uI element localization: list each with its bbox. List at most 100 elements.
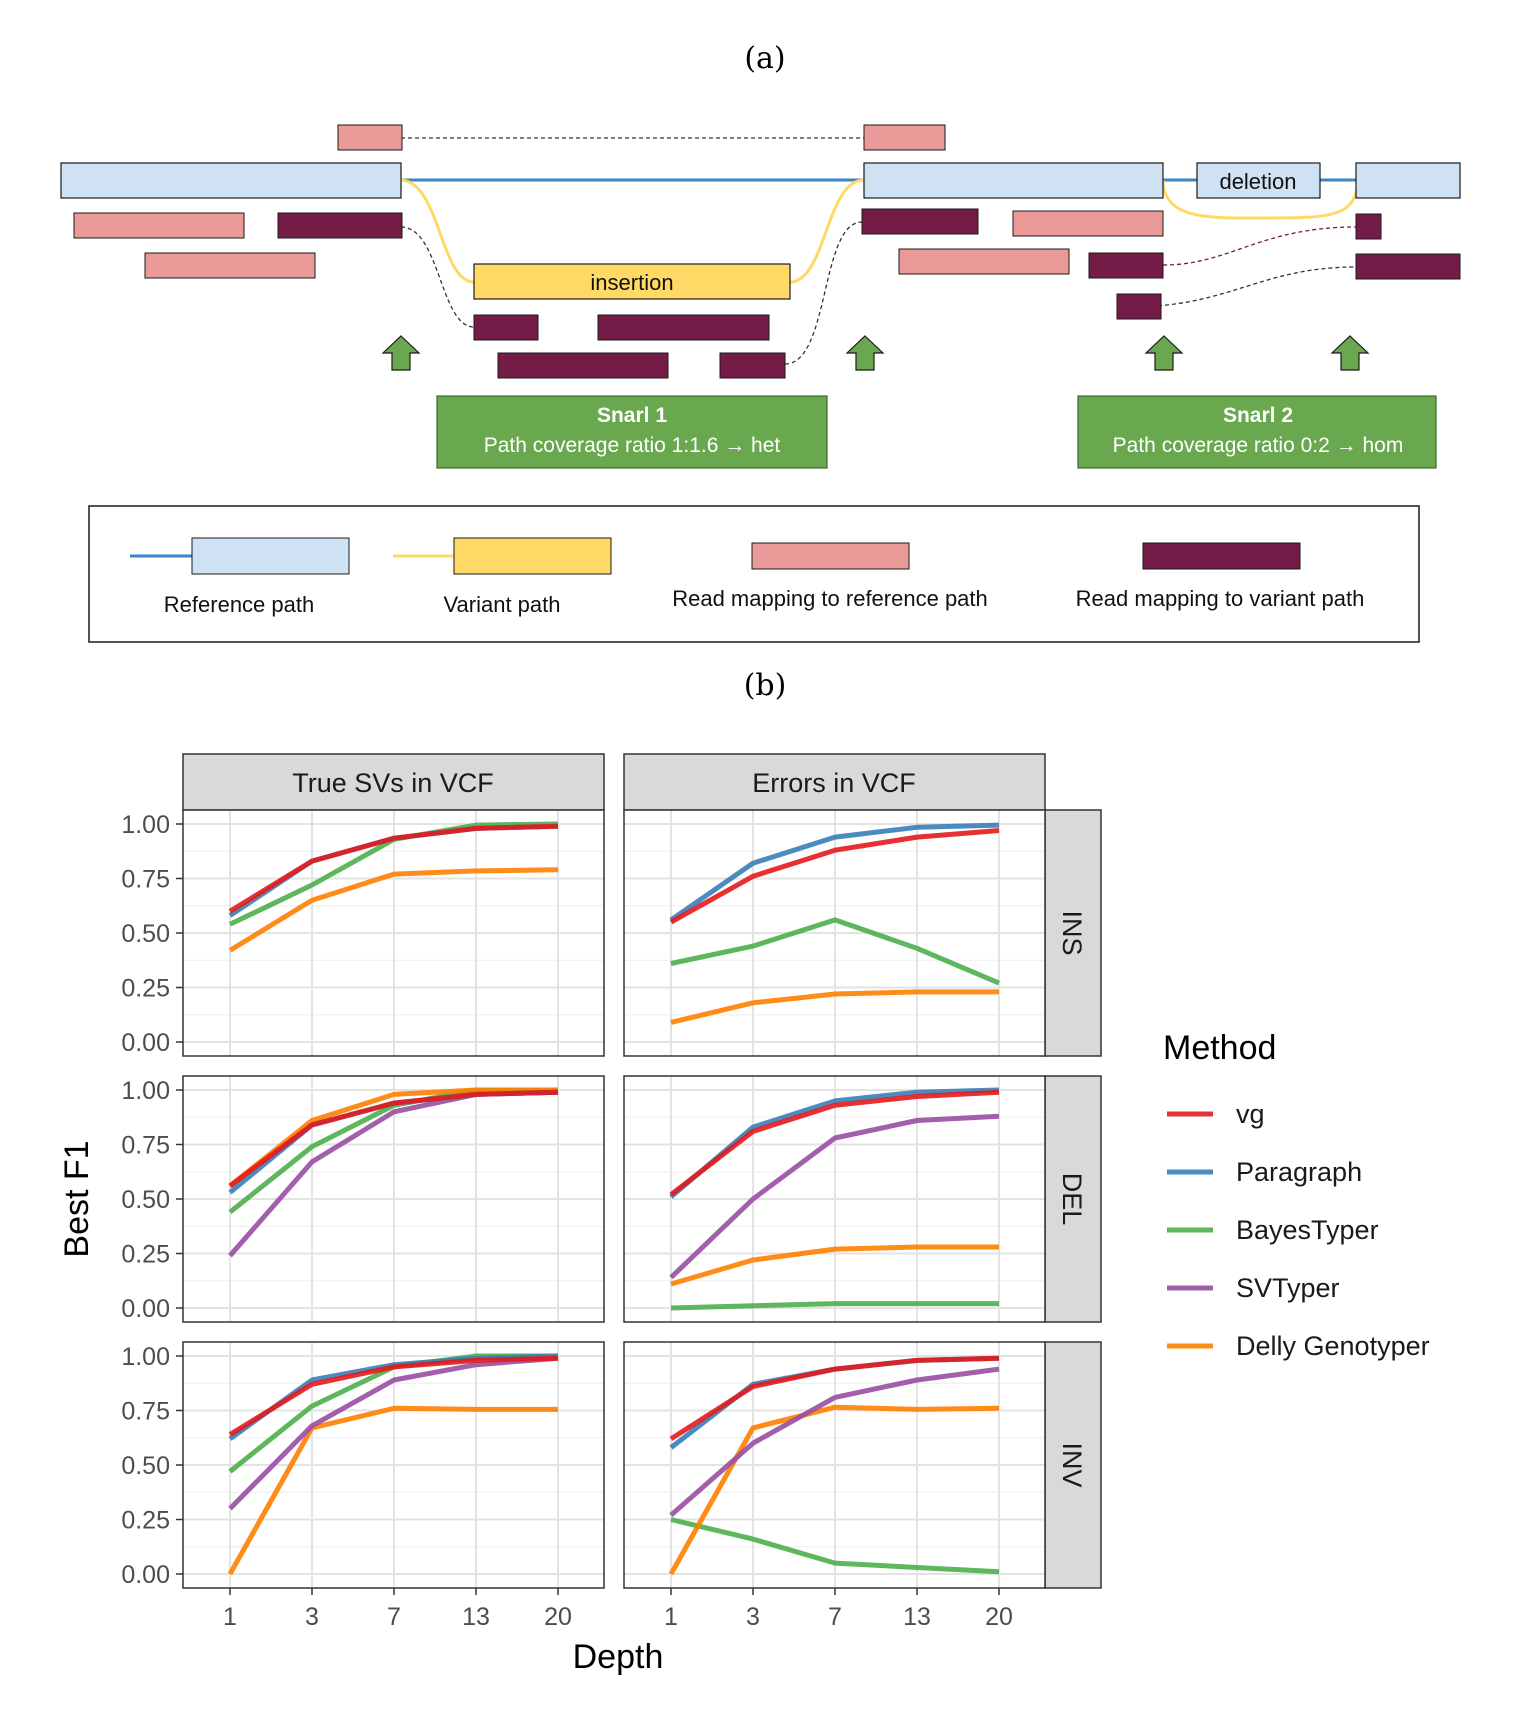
y-tick-label: 0.50 bbox=[121, 1452, 170, 1480]
x-tick-label: 7 bbox=[828, 1603, 842, 1631]
y-tick-label: 0.75 bbox=[121, 1398, 170, 1426]
read-ref bbox=[863, 124, 946, 151]
deletion-node bbox=[1196, 162, 1321, 199]
y-tick-label: 0.00 bbox=[121, 1561, 170, 1589]
read-ref bbox=[73, 212, 245, 239]
reference-node-1 bbox=[60, 162, 402, 199]
x-axis-ticks: 1 3 7 13 20 1 3 7 13 20 bbox=[223, 1588, 1013, 1631]
snarl-1-title: Snarl 1 bbox=[597, 404, 667, 427]
legend-variant-swatch bbox=[453, 537, 612, 575]
x-tick-label: 20 bbox=[985, 1603, 1013, 1631]
series-line-delly-genotyper bbox=[670, 989, 999, 1025]
x-tick-label: 3 bbox=[305, 1603, 319, 1631]
legend-label: SVTyper bbox=[1236, 1273, 1340, 1303]
facet-row-3-label: INV bbox=[1057, 1442, 1087, 1487]
series-line-delly-genotyper bbox=[227, 1405, 558, 1576]
y-tick-label: 0.50 bbox=[121, 920, 170, 948]
variant-path-curve-right bbox=[789, 178, 865, 284]
chart-panel-del-errors bbox=[623, 1075, 1046, 1323]
x-tick-label: 13 bbox=[903, 1603, 931, 1631]
series-line-svtyper bbox=[669, 1366, 1000, 1517]
legend-read-var-swatch bbox=[1142, 542, 1301, 570]
legend-title: Method bbox=[1163, 1029, 1276, 1067]
read-var bbox=[1355, 213, 1382, 240]
read-ref bbox=[898, 248, 1070, 275]
snarl-arrow-1-icon bbox=[381, 335, 421, 371]
y-tick-label: 0.00 bbox=[121, 1295, 170, 1323]
series-line-vg bbox=[669, 1355, 1000, 1441]
read-var bbox=[861, 208, 979, 235]
y-tick-label: 0.00 bbox=[121, 1029, 170, 1057]
read-var bbox=[1355, 253, 1461, 280]
x-axis-label: Depth bbox=[573, 1638, 664, 1676]
y-tick-label: 1.00 bbox=[121, 811, 170, 839]
deletion-bypass-path bbox=[1161, 179, 1360, 220]
snarl-2-box bbox=[1077, 395, 1437, 469]
legend-label: BayesTyper bbox=[1236, 1215, 1379, 1245]
snarl-arrow-3-icon bbox=[1144, 335, 1184, 371]
facet-col-2-label: Errors in VCF bbox=[752, 768, 916, 798]
snarl-arrow-2-icon bbox=[845, 335, 885, 371]
legend-reference-swatch bbox=[191, 537, 350, 575]
read-pair-link-del-1 bbox=[1162, 226, 1357, 266]
legend-read-ref-label: Read mapping to reference path bbox=[672, 586, 988, 611]
read-var bbox=[719, 352, 786, 379]
y-tick-label: 1.00 bbox=[121, 1343, 170, 1371]
legend-read-ref-swatch bbox=[751, 542, 910, 570]
y-tick-label: 0.75 bbox=[121, 1132, 170, 1160]
y-axis-label: Best F1 bbox=[58, 1140, 96, 1257]
facet-row-1-label: INS bbox=[1057, 910, 1087, 955]
reference-node-2 bbox=[863, 162, 1164, 199]
series-line-svtyper bbox=[228, 1355, 559, 1511]
facet-row-2-label: DEL bbox=[1057, 1173, 1087, 1226]
read-var bbox=[1116, 293, 1162, 320]
legend-reference-label: Reference path bbox=[164, 592, 314, 617]
read-var bbox=[1088, 252, 1164, 279]
facet-strip-col-2 bbox=[623, 753, 1046, 811]
panel-border bbox=[623, 1075, 1046, 1323]
series-line-paragraph bbox=[669, 822, 1000, 922]
legend-label: vg bbox=[1236, 1099, 1265, 1129]
panel-border bbox=[623, 809, 1046, 1057]
read-pair-link-ins-right bbox=[784, 221, 863, 365]
series-line-vg bbox=[669, 828, 1000, 925]
read-ref bbox=[144, 252, 316, 279]
x-tick-label: 1 bbox=[664, 1603, 678, 1631]
y-tick-label: 0.25 bbox=[121, 975, 170, 1003]
snarl-arrow-4-icon bbox=[1330, 335, 1370, 371]
snarl-2-title: Snarl 2 bbox=[1223, 404, 1293, 427]
panel-a: (a) deletion insertion bbox=[60, 41, 1461, 643]
read-ref bbox=[337, 124, 403, 151]
legend-label: Paragraph bbox=[1236, 1157, 1362, 1187]
facet-strip-row-1 bbox=[1044, 809, 1102, 1057]
read-pair-link-ins-left bbox=[400, 226, 475, 328]
facet-col-1-label: True SVs in VCF bbox=[292, 768, 494, 798]
snarl-1-box bbox=[436, 395, 828, 469]
snarl-2-text: Path coverage ratio 0:2 → hom bbox=[1113, 434, 1404, 457]
legend-label: Delly Genotyper bbox=[1236, 1331, 1430, 1361]
chart-panel-del-true bbox=[182, 1075, 605, 1323]
facet-strip-row-3 bbox=[1044, 1341, 1102, 1589]
method-legend: Method vg Paragraph BayesTyper SVTyper Delly… bbox=[1163, 1029, 1430, 1361]
legend-read-var-label: Read mapping to variant path bbox=[1076, 586, 1365, 611]
series-line-delly-genotyper bbox=[668, 1404, 1000, 1576]
series-line-vg bbox=[228, 823, 559, 914]
x-tick-label: 7 bbox=[387, 1603, 401, 1631]
series-line-vg bbox=[228, 1089, 559, 1188]
x-tick-label: 1 bbox=[223, 1603, 237, 1631]
insertion-node bbox=[473, 263, 791, 300]
reference-node-3 bbox=[1355, 162, 1461, 199]
series-line-vg bbox=[669, 1089, 1000, 1197]
panel-a-label: (a) bbox=[744, 41, 785, 76]
series-line-vg bbox=[228, 1355, 559, 1437]
facet-strip-col-1 bbox=[182, 753, 605, 811]
y-axis-ticks: 0.00 0.25 0.50 0.75 1.00 0.00 0.25 0.50 0.75 1.00… bbox=[121, 811, 183, 1589]
variant-path-curve-left bbox=[399, 178, 475, 284]
series-line-delly-genotyper bbox=[228, 867, 559, 953]
insertion-label: insertion bbox=[590, 270, 673, 295]
y-tick-label: 0.75 bbox=[121, 866, 170, 894]
read-var bbox=[473, 314, 539, 341]
x-tick-label: 13 bbox=[462, 1603, 490, 1631]
panel-b-label: (b) bbox=[744, 668, 787, 703]
read-ref bbox=[1012, 210, 1164, 237]
